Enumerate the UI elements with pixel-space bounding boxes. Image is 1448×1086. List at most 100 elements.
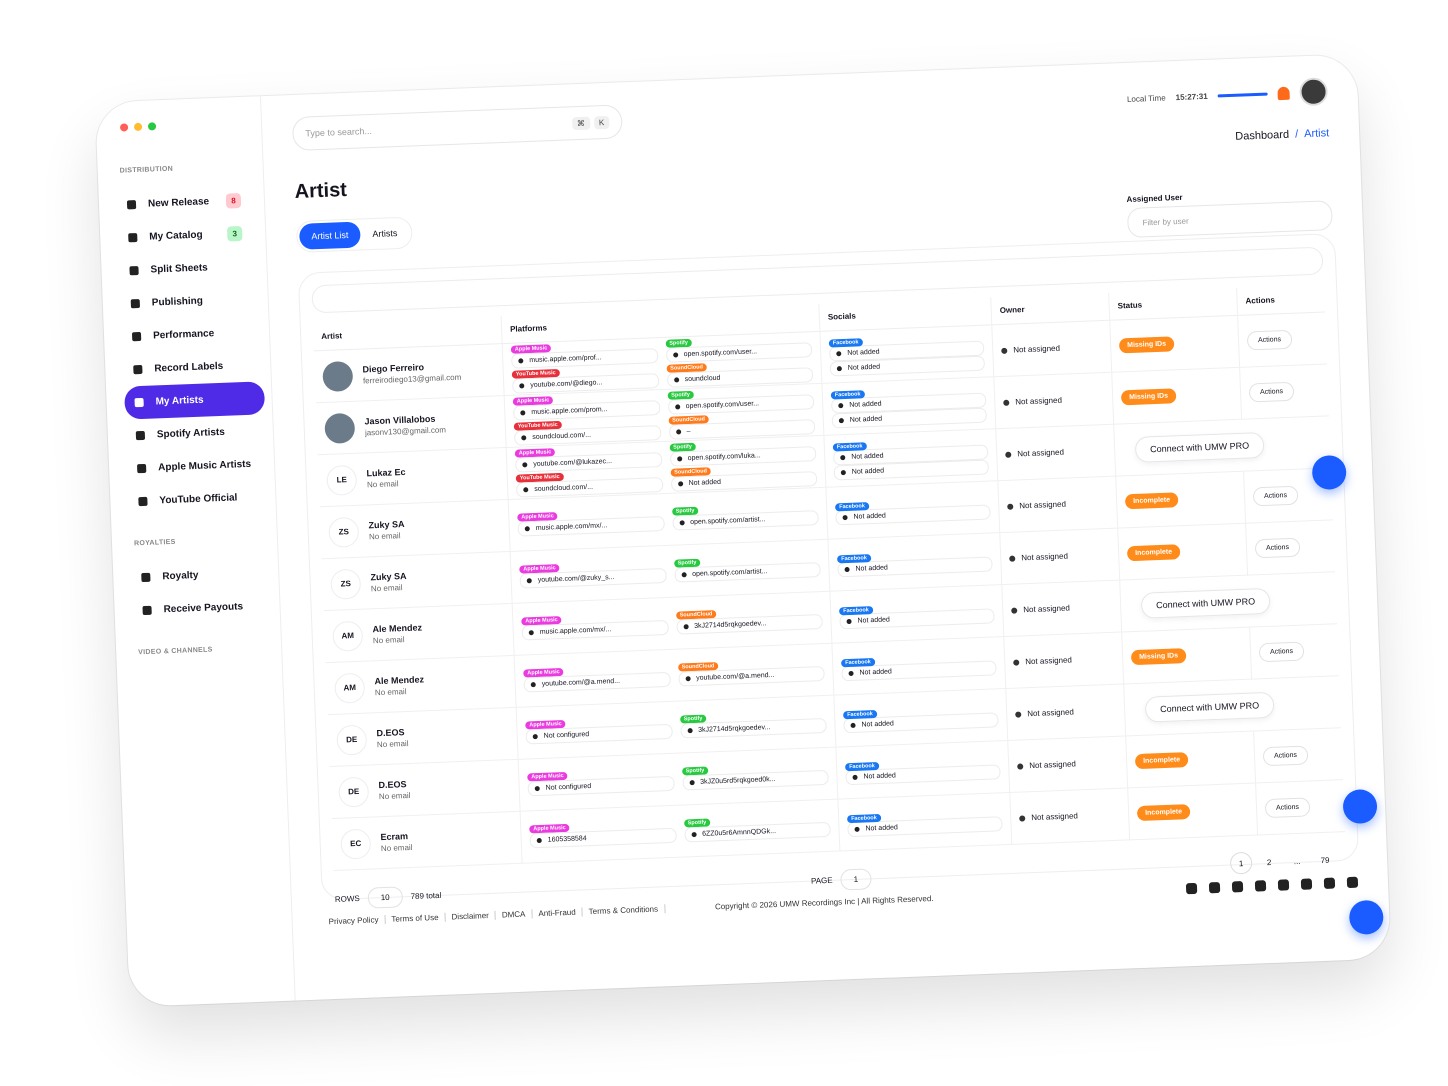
tab[interactable]: Artist List <box>298 221 361 250</box>
platform-link: Not configured <box>545 783 592 792</box>
footer-link[interactable]: Terms of Use <box>385 912 446 925</box>
page-button[interactable]: 79 <box>1320 855 1330 865</box>
platform-chip: Apple Music music.apple.com/mx/... <box>521 612 669 641</box>
platform-link: Not added <box>688 478 722 487</box>
social-value-icon <box>836 351 842 357</box>
nav-item[interactable]: Record Labels <box>123 348 264 386</box>
promo-button[interactable]: Connect with UMW PRO <box>1134 431 1265 463</box>
platform-chip: Apple Music music.apple.com/prof... <box>510 340 658 369</box>
footer-link[interactable]: Terms & Conditions <box>582 904 666 917</box>
owner-cell: Not assigned <box>997 476 1118 534</box>
social-icon[interactable] <box>1300 878 1313 890</box>
socials: Facebook Not added <box>846 806 1011 837</box>
social-value-icon <box>840 455 846 461</box>
nav-item[interactable]: My Catalog 3 <box>118 216 259 254</box>
footer-link[interactable]: Privacy Policy <box>322 915 386 927</box>
actions-button[interactable]: Actions <box>1246 329 1293 351</box>
actions-button[interactable]: Actions <box>1258 641 1305 663</box>
owner: Not assigned <box>1025 655 1073 667</box>
user-avatar[interactable] <box>1299 77 1329 107</box>
page-input[interactable]: 1 <box>840 867 872 891</box>
actions-button[interactable]: Actions <box>1248 381 1295 403</box>
nav-item[interactable]: My Artists <box>124 381 266 420</box>
nav-label: YouTube Official <box>159 492 238 507</box>
actions-button[interactable]: Actions <box>1264 797 1311 819</box>
owner-cell: Not assigned <box>1005 684 1126 742</box>
chat-button[interactable] <box>1348 899 1384 935</box>
crumb[interactable]: Dashboard <box>1235 128 1290 143</box>
social-value-icon <box>842 514 848 520</box>
status-pill: Incomplete <box>1136 804 1191 822</box>
owner-cell: Not assigned <box>1003 632 1124 690</box>
artist-name: Ecram <box>380 831 409 843</box>
promo-button[interactable]: Connect with UMW PRO <box>1140 587 1271 619</box>
platform-chip: SoundCloud Not added <box>670 463 818 492</box>
social-icon[interactable] <box>1254 880 1267 892</box>
artist-cell: AM Ale Mendez No email <box>325 655 516 716</box>
promo-button[interactable]: Connect with UMW PRO <box>1144 691 1275 723</box>
filter-select[interactable]: Filter by user <box>1126 200 1333 239</box>
nav-item[interactable]: Apple Music Artists <box>127 447 268 485</box>
social-icon[interactable] <box>1185 882 1198 895</box>
platforms: Apple Music music.apple.com/prof... Spotif… <box>510 333 822 394</box>
platform-link: open.spotify.com/artist... <box>690 516 766 527</box>
social-value-icon <box>854 826 860 832</box>
nav-item[interactable]: Spotify Artists <box>125 414 266 452</box>
page-button[interactable]: 2 <box>1266 857 1272 867</box>
platform-chip: Spotify open.spotify.com/artist... <box>673 554 821 583</box>
nav-label: Record Labels <box>154 360 224 375</box>
platform-link: music.apple.com/prof... <box>529 353 602 364</box>
search-box[interactable]: Type to search... ⌘ K <box>291 104 623 151</box>
nav-item[interactable]: Publishing <box>120 282 261 320</box>
filter: Assigned User Filter by user <box>1126 187 1333 239</box>
social-value: Not added <box>865 823 898 833</box>
social-icon[interactable] <box>1208 881 1221 894</box>
social-value: Not added <box>847 348 880 357</box>
artist-initials: ZS <box>328 516 360 548</box>
social-icon[interactable] <box>1277 879 1290 891</box>
artist-info: D.EOS No email <box>376 727 408 749</box>
platform-chip: YouTube Music soundcloud.com/... <box>515 469 663 498</box>
artist-info: Jason Villalobos jasonv130@gmail.com <box>364 413 446 438</box>
nav-item[interactable]: YouTube Official <box>128 480 269 518</box>
page-button[interactable]: 1 <box>1229 851 1253 875</box>
social-icon[interactable] <box>1323 877 1336 889</box>
social-icon[interactable] <box>1346 876 1359 889</box>
nav-item[interactable]: Split Sheets <box>119 249 260 287</box>
chat-button[interactable] <box>1342 788 1378 825</box>
nav-item[interactable]: New Release 8 <box>116 183 257 221</box>
breadcrumb: Dashboard / Artist <box>1235 127 1329 143</box>
platforms: Apple Music music.apple.com/prom... Spotif… <box>512 385 824 446</box>
actions-button[interactable]: Actions <box>1262 745 1309 767</box>
actions-button[interactable]: Actions <box>1254 537 1301 559</box>
nav-item[interactable]: Receive Payouts <box>132 589 273 627</box>
platform-link: music.apple.com/prom... <box>531 405 608 416</box>
notifications[interactable] <box>1277 86 1290 100</box>
social-value: Not added <box>851 452 884 461</box>
platform-link-icon <box>677 480 683 486</box>
footer-link[interactable]: Disclaimer <box>445 910 497 922</box>
nav-item[interactable]: Royalty <box>131 556 272 594</box>
tab[interactable]: Artists <box>372 228 398 240</box>
page-button[interactable]: ... <box>1293 856 1301 866</box>
nav-icon <box>141 572 151 583</box>
nav-icon <box>135 430 146 441</box>
socials-cell: Facebook Not added Not added <box>819 325 994 384</box>
footer-link[interactable]: DMCA <box>495 909 533 920</box>
artist-avatar <box>324 412 356 444</box>
owner-cell: Not assigned <box>1001 580 1122 638</box>
platform-link-icon <box>672 351 678 358</box>
nav-icon <box>131 331 142 342</box>
promo-cell: Connect with UMW PRO <box>1113 416 1332 477</box>
footer-link[interactable]: Anti-Fraud <box>532 907 583 919</box>
main: Type to search... ⌘ K Local Time 15:27:31 … <box>261 54 1391 1000</box>
socials: Facebook Not added <box>840 651 1005 681</box>
socials: Facebook Not added <box>835 495 999 525</box>
nav-item[interactable]: Performance <box>121 315 262 353</box>
social-icon[interactable] <box>1231 881 1244 893</box>
artist-info: Zuky SA No email <box>370 571 407 593</box>
rows-select[interactable]: 10 <box>367 885 403 909</box>
owner-cell: Not assigned <box>993 372 1114 430</box>
actions-button[interactable]: Actions <box>1252 485 1299 507</box>
